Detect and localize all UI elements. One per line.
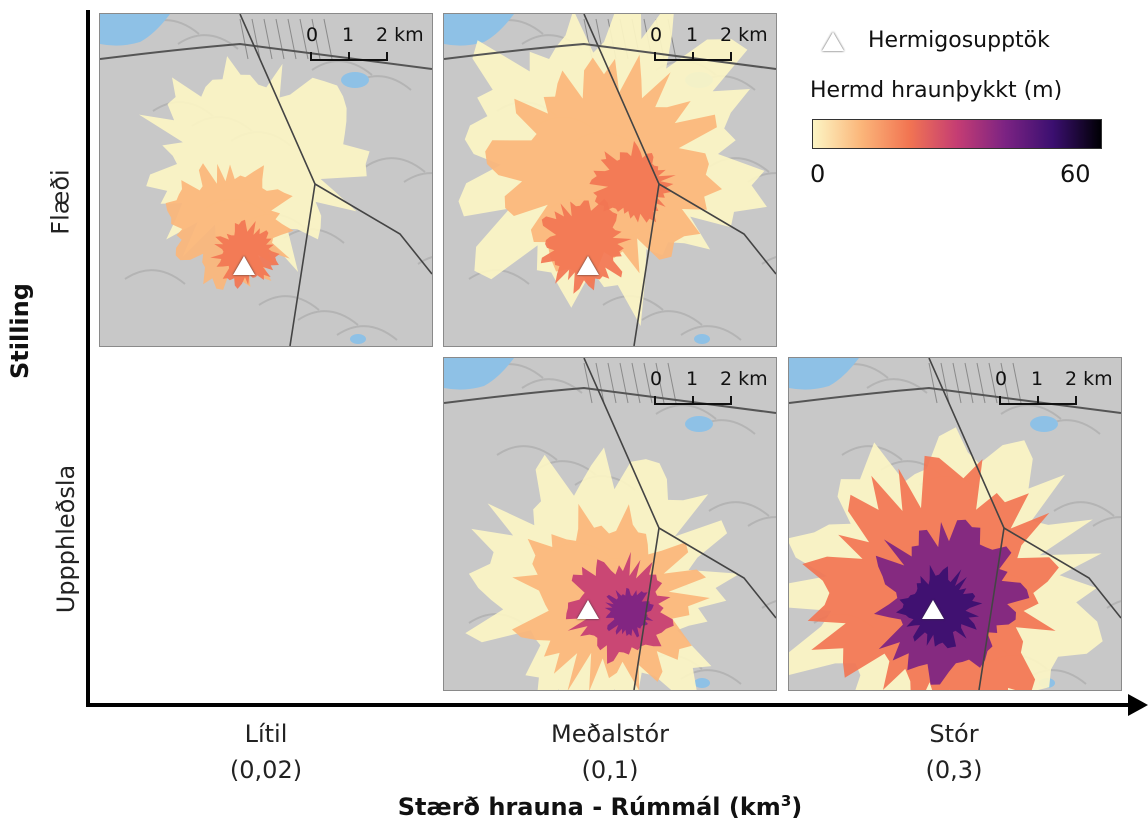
column-name: Meðalstór bbox=[551, 720, 669, 748]
column-volume: (0,3) bbox=[925, 756, 983, 784]
sea bbox=[789, 358, 859, 390]
scale-tick-2: 2 km bbox=[720, 368, 768, 390]
lake bbox=[694, 678, 710, 688]
hillshade-map bbox=[789, 358, 1121, 690]
column-label-medium: Meðalstór (0,1) bbox=[500, 716, 720, 788]
x-axis-arrow bbox=[1128, 694, 1148, 716]
scale-tick-1: 1 bbox=[686, 24, 699, 46]
column-name: Stór bbox=[929, 720, 979, 748]
column-volume: (0,02) bbox=[229, 756, 303, 784]
scale-bar: 0 1 2 km bbox=[306, 24, 428, 74]
scale-tick-2: 2 km bbox=[376, 24, 424, 46]
map-panel-buildup-medium: 0 1 2 km bbox=[443, 357, 777, 691]
scale-tick-1: 1 bbox=[342, 24, 355, 46]
column-label-large: Stór (0,3) bbox=[844, 716, 1064, 788]
road bbox=[1003, 527, 1121, 619]
road bbox=[789, 386, 1121, 414]
scale-bar: 0 1 2 km bbox=[650, 24, 772, 74]
row-label-buildup: Uppphleðsla bbox=[52, 464, 81, 614]
y-axis-title: Stilling bbox=[6, 283, 34, 379]
scale-tick-0: 0 bbox=[650, 368, 663, 390]
hillshade-map bbox=[444, 358, 776, 690]
colorbar-title: Hermd hraunþykkt (m) bbox=[810, 78, 1063, 103]
lava-flow bbox=[165, 163, 294, 290]
vent-marker-icon bbox=[922, 600, 944, 619]
column-label-small: Lítil (0,02) bbox=[156, 716, 376, 788]
vent-marker-icon bbox=[233, 256, 255, 275]
scale-tick-1: 1 bbox=[1031, 368, 1044, 390]
sea bbox=[100, 14, 170, 46]
scale-tick-2: 2 km bbox=[1065, 368, 1113, 390]
hillshade-map bbox=[100, 14, 432, 346]
road bbox=[444, 42, 776, 70]
vent-legend-label: Hermigosupptök bbox=[868, 28, 1050, 53]
road bbox=[658, 183, 776, 275]
sea bbox=[444, 358, 514, 390]
road bbox=[314, 183, 432, 275]
scale-tick-1: 1 bbox=[686, 368, 699, 390]
colorbar-max-label: 60 bbox=[1060, 160, 1091, 188]
road bbox=[100, 42, 432, 70]
vent-legend-icon bbox=[822, 32, 844, 51]
scale-tick-2: 2 km bbox=[720, 24, 768, 46]
lava-flow bbox=[604, 587, 654, 638]
row-label-flow: Flæði bbox=[46, 169, 75, 235]
hillshade-map bbox=[444, 14, 776, 346]
vent-marker-icon bbox=[577, 600, 599, 619]
scale-tick-0: 0 bbox=[306, 24, 319, 46]
column-volume: (0,1) bbox=[581, 756, 639, 784]
lava-flow bbox=[540, 198, 632, 294]
lava-flow bbox=[589, 140, 676, 223]
lake bbox=[685, 416, 713, 432]
scale-bar: 0 1 2 km bbox=[995, 368, 1117, 418]
colorbar bbox=[812, 119, 1102, 149]
lake bbox=[341, 72, 369, 88]
map-panel-buildup-large: 0 1 2 km bbox=[788, 357, 1122, 691]
scale-tick-0: 0 bbox=[995, 368, 1008, 390]
map-panel-flow-small: 0 1 2 km bbox=[99, 13, 433, 347]
sea bbox=[444, 14, 514, 46]
road bbox=[444, 386, 776, 414]
map-panel-flow-medium: 0 1 2 km bbox=[443, 13, 777, 347]
lake bbox=[694, 334, 710, 344]
column-name: Lítil bbox=[244, 720, 288, 748]
scale-tick-0: 0 bbox=[650, 24, 663, 46]
lake bbox=[1030, 416, 1058, 432]
lake bbox=[350, 334, 366, 344]
legend: Hermigosupptök Hermd hraunþykkt (m) 0 60 bbox=[810, 22, 1112, 202]
x-axis-title: Stærð hrauna - Rúmmál (km3) bbox=[397, 792, 803, 821]
road bbox=[658, 527, 776, 619]
scale-bar: 0 1 2 km bbox=[650, 368, 772, 418]
lava-flow bbox=[210, 219, 280, 289]
colorbar-min-label: 0 bbox=[810, 160, 826, 188]
vent-marker-icon bbox=[577, 256, 599, 275]
